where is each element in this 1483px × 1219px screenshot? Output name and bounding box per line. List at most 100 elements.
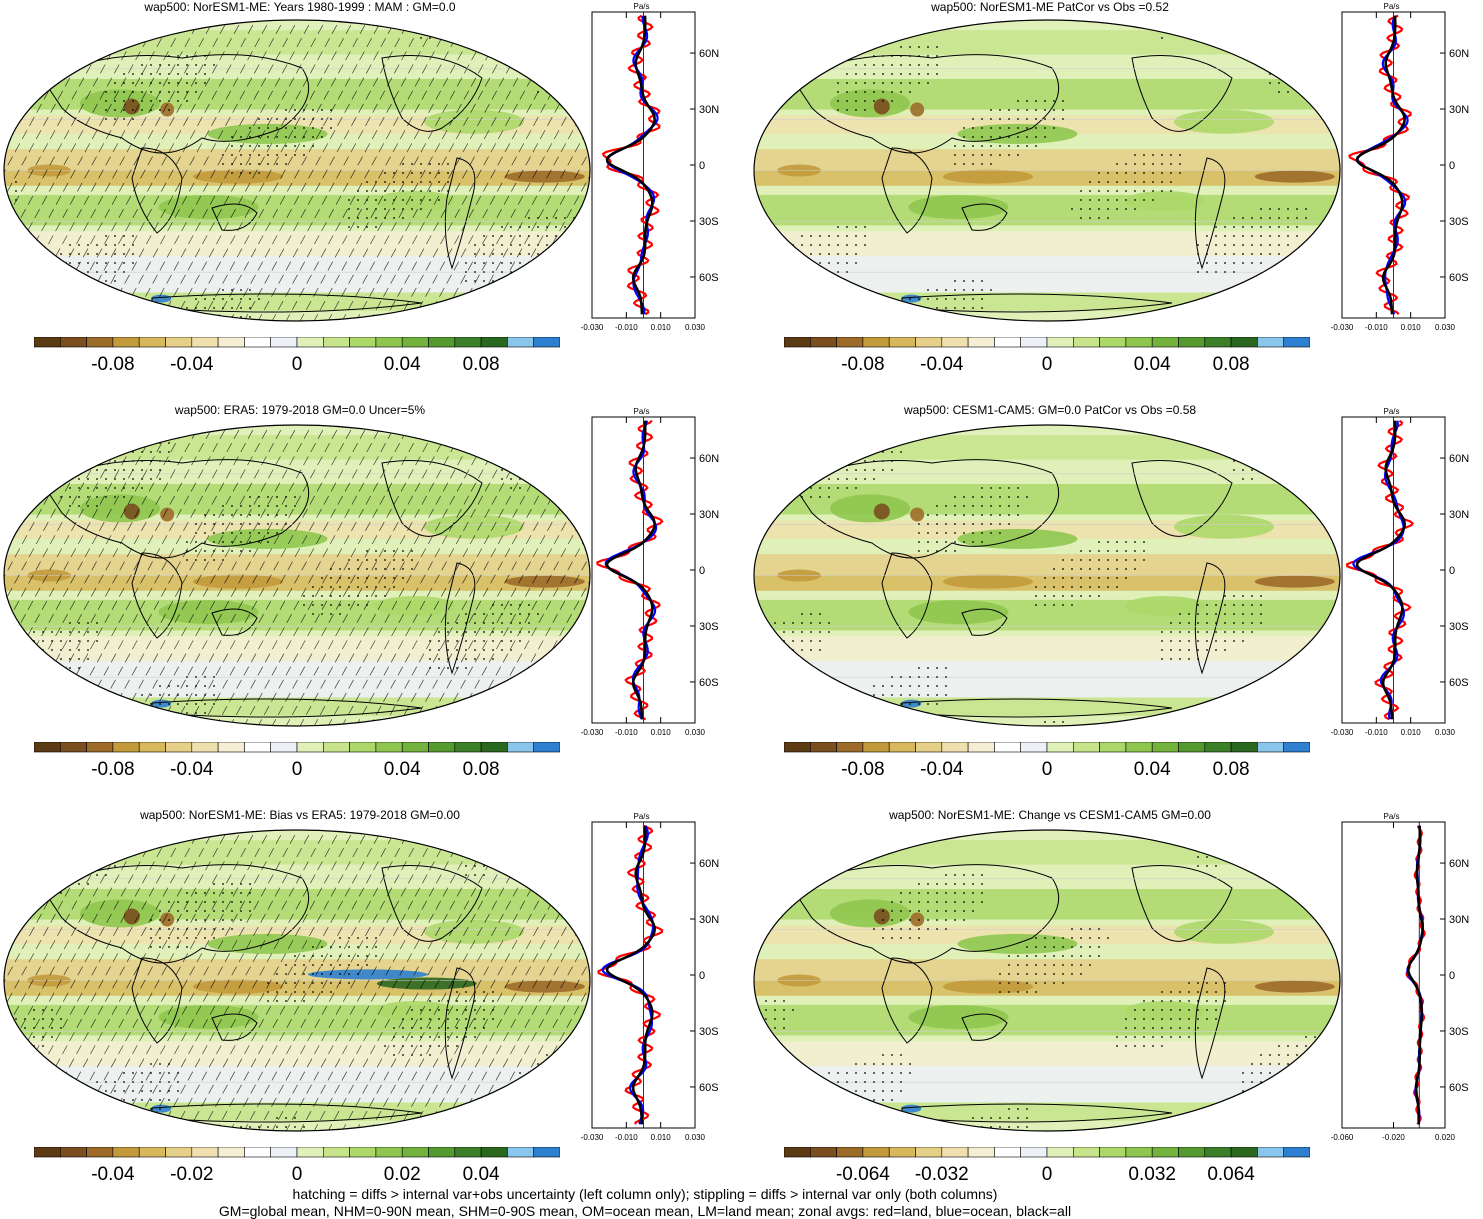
colorbar-swatch bbox=[809, 337, 837, 348]
colorbar-swatch bbox=[1072, 337, 1100, 348]
stipple-dot bbox=[1305, 82, 1307, 84]
hatch-line bbox=[228, 20, 398, 321]
field-patch bbox=[207, 528, 328, 549]
stipple-dot bbox=[1179, 613, 1181, 615]
stipple-dot bbox=[1197, 631, 1199, 633]
stipple-dot bbox=[927, 928, 929, 930]
stipple-dot bbox=[321, 604, 323, 606]
stipple-dot bbox=[1233, 595, 1235, 597]
stipple-dot bbox=[792, 280, 794, 282]
stipple-dot bbox=[900, 82, 902, 84]
stipple-dot bbox=[1071, 568, 1073, 570]
stipple-dot bbox=[999, 1117, 1001, 1119]
stipple-dot bbox=[546, 721, 548, 723]
stipple-dot bbox=[837, 856, 839, 858]
stipple-dot bbox=[783, 622, 785, 624]
stipple-dot bbox=[231, 901, 233, 903]
stipple-dot bbox=[276, 136, 278, 138]
colorbar-swatch bbox=[349, 1147, 377, 1158]
stipple-dot bbox=[1197, 982, 1199, 984]
stipple-dot bbox=[1008, 1108, 1010, 1110]
zonal-y-tick-label: 0 bbox=[1449, 970, 1455, 982]
stipple-dot bbox=[330, 586, 332, 588]
stipple-dot bbox=[1053, 118, 1055, 120]
stipple-dot bbox=[519, 856, 521, 858]
stipple-dot bbox=[765, 883, 767, 885]
stipple-dot bbox=[891, 64, 893, 66]
stipple-dot bbox=[981, 1117, 983, 1119]
stipple-dot bbox=[936, 550, 938, 552]
stipple-dot bbox=[1143, 163, 1145, 165]
stipple-dot bbox=[891, 676, 893, 678]
stipple-dot bbox=[1098, 928, 1100, 930]
hatch-line bbox=[228, 830, 398, 1131]
stipple-dot bbox=[249, 514, 251, 516]
stipple-dot bbox=[141, 91, 143, 93]
stipple-dot bbox=[945, 667, 947, 669]
stipple-dot bbox=[1062, 109, 1064, 111]
stipple-dot bbox=[765, 262, 767, 264]
stipple-dot bbox=[1305, 37, 1307, 39]
stipple-dot bbox=[276, 991, 278, 993]
stipple-dot bbox=[96, 505, 98, 507]
stipple-dot bbox=[1305, 73, 1307, 75]
field-patch bbox=[830, 89, 910, 118]
colorbar-label: -0.04 bbox=[170, 354, 214, 375]
stipple-dot bbox=[1224, 244, 1226, 246]
stipple-dot bbox=[945, 289, 947, 291]
field-band bbox=[4, 30, 590, 55]
stipple-dot bbox=[783, 847, 785, 849]
stipple-dot bbox=[1017, 973, 1019, 975]
stipple-dot bbox=[774, 1009, 776, 1011]
stipple-dot bbox=[537, 91, 539, 93]
stipple-dot bbox=[114, 253, 116, 255]
stipple-dot bbox=[51, 856, 53, 858]
stipple-dot bbox=[483, 1018, 485, 1020]
stipple-dot bbox=[285, 496, 287, 498]
stipple-dot bbox=[78, 244, 80, 246]
stipple-dot bbox=[222, 532, 224, 534]
stipple-dot bbox=[294, 127, 296, 129]
stipple-dot bbox=[132, 1108, 134, 1110]
stipple-dot bbox=[1278, 703, 1280, 705]
field-patch bbox=[1125, 1001, 1205, 1021]
stipple-dot bbox=[882, 1054, 884, 1056]
panel-title: wap500: NorESM1-ME: Years 1980-1999 : MA… bbox=[144, 0, 456, 14]
stipple-dot bbox=[204, 919, 206, 921]
stipple-dot bbox=[1062, 604, 1064, 606]
stipple-dot bbox=[510, 640, 512, 642]
stipple-dot bbox=[990, 118, 992, 120]
stipple-dot bbox=[168, 55, 170, 57]
stipple-dot bbox=[564, 1054, 566, 1056]
stipple-dot bbox=[1008, 487, 1010, 489]
stipple-dot bbox=[564, 217, 566, 219]
stipple-dot bbox=[1305, 685, 1307, 687]
stipple-dot bbox=[1233, 451, 1235, 453]
stipple-dot bbox=[87, 505, 89, 507]
stipple-dot bbox=[900, 1054, 902, 1056]
colorbar-label: -0.04 bbox=[920, 354, 964, 375]
stipple-dot bbox=[150, 73, 152, 75]
stipple-dot bbox=[249, 892, 251, 894]
stipple-dot bbox=[105, 1126, 107, 1128]
stipple-dot bbox=[519, 244, 521, 246]
stipple-dot bbox=[1251, 595, 1253, 597]
stipple-dot bbox=[927, 892, 929, 894]
stipple-dot bbox=[330, 973, 332, 975]
stipple-dot bbox=[87, 478, 89, 480]
field-patch bbox=[1174, 514, 1274, 539]
stipple-dot bbox=[891, 73, 893, 75]
zonal-y-tick-label: 60N bbox=[1449, 453, 1469, 465]
stipple-dot bbox=[1215, 226, 1217, 228]
stipple-dot bbox=[1053, 586, 1055, 588]
stipple-dot bbox=[1269, 1081, 1271, 1083]
hatch-line bbox=[88, 425, 258, 726]
field-patch bbox=[123, 98, 140, 115]
stipple-dot bbox=[981, 883, 983, 885]
stipple-dot bbox=[546, 262, 548, 264]
stipple-dot bbox=[339, 955, 341, 957]
stipple-dot bbox=[1053, 568, 1055, 570]
stipple-dot bbox=[801, 622, 803, 624]
stipple-dot bbox=[357, 577, 359, 579]
stipple-dot bbox=[78, 469, 80, 471]
